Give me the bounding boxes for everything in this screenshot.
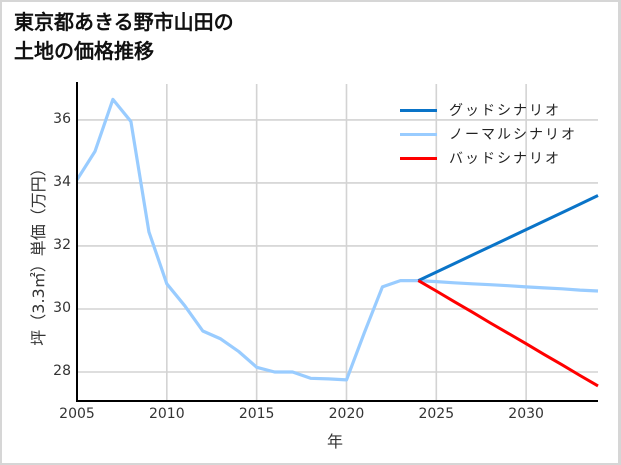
y-tick-label: 32 bbox=[53, 236, 71, 253]
x-tick-label: 2010 bbox=[148, 406, 185, 422]
x-tick-label: 2005 bbox=[59, 406, 95, 422]
gridlines bbox=[76, 84, 598, 401]
y-tick-label: 28 bbox=[53, 363, 71, 379]
legend-item-normal: ノーマルシナリオ bbox=[398, 122, 577, 146]
y-tick-label: 34 bbox=[53, 173, 71, 190]
chart-title-line-1: 東京都あきる野市山田の bbox=[14, 10, 234, 34]
y-axis-label: 坪（3.3㎡）単価（万円） bbox=[29, 160, 48, 346]
x-tick-label: 2020 bbox=[328, 406, 365, 422]
legend-swatch-normal bbox=[400, 132, 437, 136]
axes-spines bbox=[76, 82, 598, 402]
y-tick-label: 36 bbox=[53, 110, 71, 127]
chart-title: 東京都あきる野市山田の 土地の価格推移 bbox=[14, 8, 234, 66]
series-line-0 bbox=[417, 194, 599, 282]
legend-swatch-good bbox=[400, 108, 437, 112]
legend-label-bad: バッドシナリオ bbox=[449, 151, 561, 167]
legend-label-normal: ノーマルシナリオ bbox=[449, 127, 577, 143]
chart-title-line-2: 土地の価格推移 bbox=[14, 39, 154, 63]
legend-label-good: グッドシナリオ bbox=[449, 103, 561, 119]
data-lines bbox=[75, 97, 599, 388]
series-line-1 bbox=[75, 97, 599, 382]
series-line-2 bbox=[417, 279, 599, 388]
legend-swatch-bad bbox=[400, 156, 437, 160]
legend-item-good: グッドシナリオ bbox=[398, 98, 577, 122]
x-tick-label: 2025 bbox=[418, 406, 455, 422]
x-tick-label: 2030 bbox=[508, 406, 544, 422]
x-tick-label: 2015 bbox=[238, 406, 275, 422]
y-tick-label: 30 bbox=[53, 299, 71, 316]
legend: グッドシナリオ ノーマルシナリオ バッドシナリオ bbox=[398, 98, 577, 170]
x-axis-label: 年 bbox=[326, 432, 343, 451]
legend-item-bad: バッドシナリオ bbox=[398, 146, 577, 170]
